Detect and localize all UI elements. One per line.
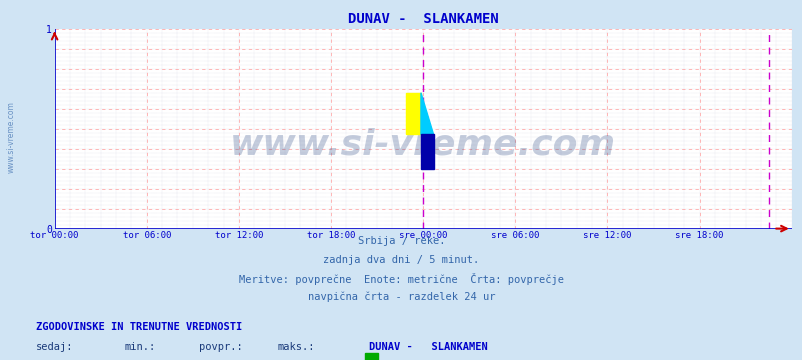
Bar	[420, 135, 433, 168]
Text: sedaj:: sedaj:	[36, 342, 74, 352]
Text: min.:: min.:	[124, 342, 156, 352]
Text: zadnja dva dni / 5 minut.: zadnja dva dni / 5 minut.	[323, 255, 479, 265]
Text: ZGODOVINSKE IN TRENUTNE VREDNOSTI: ZGODOVINSKE IN TRENUTNE VREDNOSTI	[36, 322, 242, 332]
Text: Meritve: povprečne  Enote: metrične  Črta: povprečje: Meritve: povprečne Enote: metrične Črta:…	[239, 273, 563, 285]
Title: DUNAV -  SLANKAMEN: DUNAV - SLANKAMEN	[347, 12, 498, 26]
Text: navpična črta - razdelek 24 ur: navpična črta - razdelek 24 ur	[307, 292, 495, 302]
Text: Srbija / reke.: Srbija / reke.	[358, 236, 444, 246]
Bar	[405, 93, 420, 135]
Text: www.si-vreme.com: www.si-vreme.com	[230, 128, 615, 162]
Polygon shape	[420, 93, 433, 135]
Text: www.si-vreme.com: www.si-vreme.com	[6, 101, 15, 173]
Text: maks.:: maks.:	[277, 342, 314, 352]
Text: DUNAV -   SLANKAMEN: DUNAV - SLANKAMEN	[369, 342, 488, 352]
Text: povpr.:: povpr.:	[199, 342, 242, 352]
